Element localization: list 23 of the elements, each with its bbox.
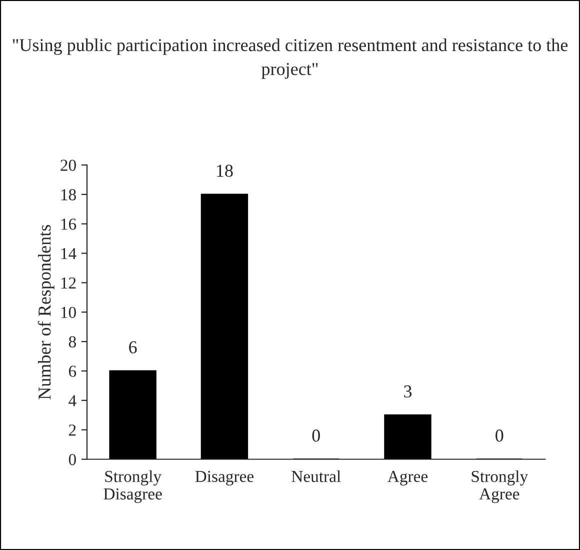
y-tick-label: 2 [68,424,76,436]
y-tick-label: 14 [61,248,76,260]
y-tick-label: 0 [68,454,76,466]
x-tick-label: Agree [388,470,428,486]
data-label: 0 [496,430,504,442]
y-axis-title: Number of Respondents [38,225,54,400]
x-tick-label: Strongly Disagree [104,470,162,503]
x-tick-label: Disagree [195,470,254,486]
x-tick-label: Strongly Agree [472,470,528,503]
y-tick-label: 18 [61,189,76,200]
data-label: 6 [129,341,137,354]
x-tick-label: Neutral [292,470,341,482]
y-tick-label: 20 [60,160,76,171]
y-tick-label: 12 [61,277,76,288]
data-label: 3 [404,385,412,398]
y-tick-label: 4 [68,395,76,406]
chart-title: "Using public participation increased citizen resentment and resistance to the project" [12,38,568,79]
data-label: 0 [312,430,320,442]
y-tick-label: 16 [61,218,76,230]
y-tick-label: 8 [68,336,76,348]
data-label: 18 [217,164,233,177]
y-tick-label: 6 [68,366,76,377]
y-tick-label: 10 [61,306,76,318]
